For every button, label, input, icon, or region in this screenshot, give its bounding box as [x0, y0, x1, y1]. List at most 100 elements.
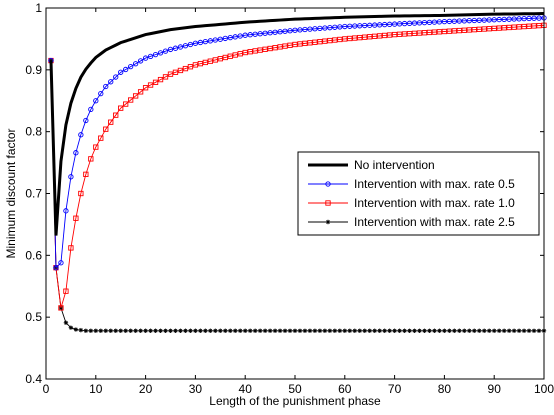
data-point — [357, 328, 362, 333]
data-point — [477, 328, 482, 333]
data-point — [526, 15, 532, 22]
data-point — [337, 328, 343, 333]
data-point — [68, 325, 74, 330]
data-point — [267, 328, 273, 333]
data-point — [257, 328, 263, 333]
data-point — [496, 25, 502, 31]
data-point — [347, 23, 353, 29]
data-point — [98, 90, 104, 97]
data-point — [451, 28, 458, 34]
data-point — [396, 31, 403, 37]
data-point — [521, 23, 527, 30]
data-point — [233, 328, 238, 333]
data-point — [381, 21, 388, 28]
data-point — [262, 46, 268, 52]
data-point — [332, 24, 338, 30]
data-point — [391, 21, 398, 27]
data-point — [93, 144, 99, 150]
data-point — [277, 328, 283, 333]
data-point — [118, 105, 124, 111]
data-point — [287, 328, 293, 333]
data-point — [78, 190, 84, 197]
data-point — [492, 328, 497, 333]
data-point — [387, 328, 392, 333]
data-point — [396, 21, 403, 27]
data-point — [516, 328, 522, 333]
data-point — [521, 15, 527, 22]
data-point — [531, 328, 537, 333]
data-point — [437, 328, 442, 333]
data-point — [78, 327, 84, 333]
data-point — [367, 34, 373, 40]
data-point — [113, 112, 119, 118]
data-point — [526, 23, 532, 29]
data-point — [103, 328, 108, 333]
data-point — [113, 328, 118, 333]
data-point — [372, 328, 377, 333]
data-point — [292, 328, 298, 333]
data-point — [536, 328, 542, 333]
data-point — [362, 34, 368, 40]
data-point — [123, 328, 128, 333]
y-tick-label: 0.6 — [25, 248, 42, 262]
data-point — [382, 328, 387, 333]
data-point — [456, 18, 462, 24]
data-point — [227, 53, 233, 59]
data-point — [217, 36, 223, 42]
data-point — [93, 98, 99, 104]
data-point — [142, 55, 149, 61]
data-point — [132, 93, 139, 99]
series-line — [50, 60, 544, 332]
data-point — [312, 26, 318, 32]
data-point — [252, 31, 258, 37]
data-point — [128, 328, 133, 333]
data-point — [157, 50, 164, 56]
data-point — [282, 28, 288, 34]
data-point — [242, 49, 248, 56]
data-point — [173, 328, 178, 333]
data-point — [73, 150, 79, 156]
data-point — [317, 39, 323, 45]
data-point — [58, 260, 64, 266]
data-point — [177, 44, 184, 50]
data-point — [212, 37, 218, 43]
data-point — [132, 61, 139, 67]
data-point — [411, 20, 418, 26]
legend-label: Intervention with max. rate 2.5 — [354, 215, 515, 229]
data-point — [158, 328, 163, 333]
data-point — [407, 328, 412, 333]
data-point — [182, 65, 189, 72]
data-point — [297, 41, 303, 47]
data-point — [247, 32, 253, 38]
data-point — [531, 15, 537, 21]
data-point — [307, 26, 313, 32]
data-point — [73, 327, 79, 332]
data-point — [152, 79, 159, 85]
data-point — [412, 328, 417, 333]
data-point — [118, 69, 124, 75]
data-point — [88, 106, 94, 113]
data-point — [402, 328, 407, 333]
data-point — [362, 328, 367, 333]
data-point — [257, 31, 263, 37]
data-point — [162, 48, 169, 54]
axes: 0 10 20 30 40 50 60 70 80 90 100 0.4 0.5 0.6 0.7 0.8 0.9… — [25, 1, 554, 396]
data-point — [462, 328, 467, 333]
data-point — [307, 328, 313, 333]
data-point — [487, 328, 492, 333]
series-0 — [49, 12, 545, 236]
legend-label: No intervention — [354, 158, 435, 172]
data-point — [536, 22, 542, 29]
data-point — [466, 27, 472, 33]
data-point — [496, 16, 502, 23]
x-tick-label: 10 — [89, 382, 103, 396]
legend-item-rate-1-0: Intervention with max. rate 1.0 — [308, 196, 515, 210]
data-point — [397, 328, 402, 333]
data-point — [227, 34, 233, 41]
data-point — [511, 24, 517, 30]
data-point — [88, 156, 94, 162]
data-point — [177, 67, 184, 74]
data-point — [193, 328, 198, 333]
data-point — [232, 52, 238, 58]
x-tick-label: 100 — [534, 382, 554, 396]
